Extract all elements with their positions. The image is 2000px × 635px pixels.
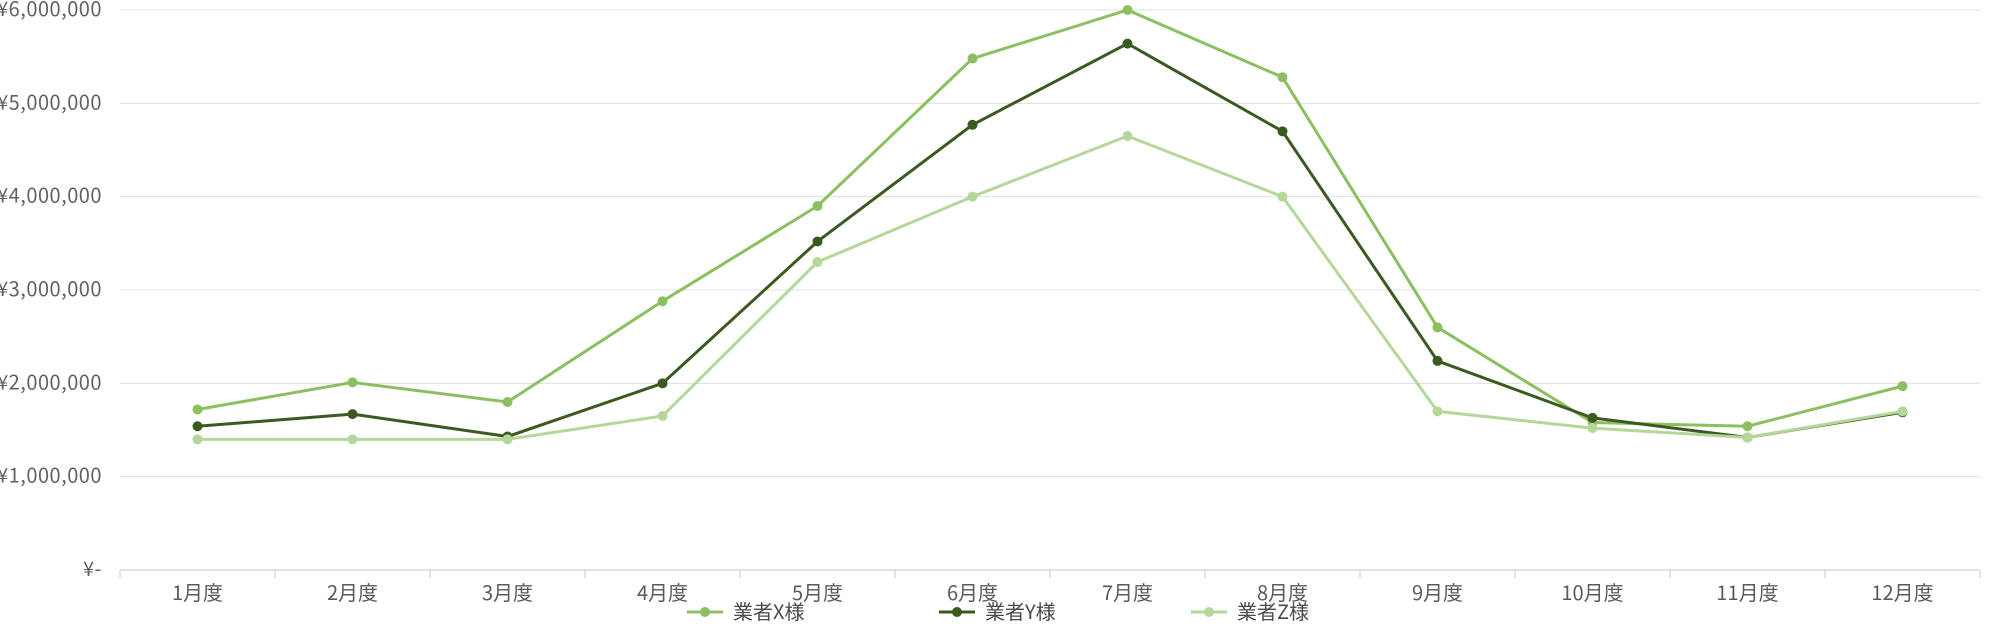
- x-axis-label: 10月度: [1561, 577, 1623, 606]
- series-marker-0: [658, 296, 668, 306]
- series-marker-0: [348, 377, 358, 387]
- series-marker-1: [1278, 126, 1288, 136]
- chart-svg: ¥- ¥1,000,000 ¥2,000,000 ¥3,000,000 ¥4,000,0…: [0, 0, 2000, 635]
- y-axis-label: ¥-: [83, 553, 102, 582]
- y-axis-label: ¥6,000,000: [0, 0, 102, 22]
- series-marker-2: [1433, 406, 1443, 416]
- x-axis-label: 9月度: [1412, 577, 1463, 606]
- x-axis-label: 2月度: [327, 577, 378, 606]
- series-marker-0: [193, 404, 203, 414]
- y-axis-label: ¥3,000,000: [0, 273, 102, 302]
- series-marker-1: [968, 120, 978, 130]
- series-marker-1: [348, 409, 358, 419]
- legend-swatch-marker: [700, 607, 710, 617]
- series-marker-2: [1743, 432, 1753, 442]
- series-marker-0: [503, 397, 513, 407]
- x-axis-label: 3月度: [482, 577, 533, 606]
- series-marker-2: [968, 192, 978, 202]
- y-axis-label: ¥2,000,000: [0, 366, 102, 395]
- series-marker-2: [658, 411, 668, 421]
- legend-label: 業者Z様: [1237, 596, 1309, 625]
- x-axis-label: 1月度: [172, 577, 223, 606]
- series-marker-2: [1123, 131, 1133, 141]
- y-axis-label: ¥5,000,000: [0, 86, 102, 115]
- legend-label: 業者X様: [733, 596, 804, 625]
- series-marker-2: [503, 434, 513, 444]
- y-axis-label: ¥4,000,000: [0, 180, 102, 209]
- series-marker-2: [193, 434, 203, 444]
- series-marker-0: [1743, 421, 1753, 431]
- x-axis-label: 4月度: [637, 577, 688, 606]
- series-marker-1: [1588, 413, 1598, 423]
- series-marker-0: [1123, 5, 1133, 15]
- series-marker-0: [813, 201, 823, 211]
- series-marker-0: [1278, 72, 1288, 82]
- series-marker-1: [813, 236, 823, 246]
- series-marker-0: [968, 54, 978, 64]
- legend-swatch-marker: [1204, 607, 1214, 617]
- series-marker-0: [1433, 322, 1443, 332]
- series-marker-1: [1123, 39, 1133, 49]
- legend-swatch-marker: [952, 607, 962, 617]
- series-marker-2: [348, 434, 358, 444]
- x-axis-label: 11月度: [1716, 577, 1778, 606]
- series-marker-1: [658, 378, 668, 388]
- series-marker-1: [193, 421, 203, 431]
- series-marker-1: [1433, 356, 1443, 366]
- x-axis-label: 12月度: [1871, 577, 1933, 606]
- legend-label: 業者Y様: [985, 596, 1056, 625]
- x-axis-label: 7月度: [1102, 577, 1153, 606]
- series-marker-2: [1278, 192, 1288, 202]
- y-axis-label: ¥1,000,000: [0, 460, 102, 489]
- line-chart: ¥- ¥1,000,000 ¥2,000,000 ¥3,000,000 ¥4,000,0…: [0, 0, 2000, 635]
- series-marker-2: [813, 257, 823, 267]
- series-marker-2: [1588, 423, 1598, 433]
- series-marker-2: [1898, 406, 1908, 416]
- series-marker-0: [1898, 381, 1908, 391]
